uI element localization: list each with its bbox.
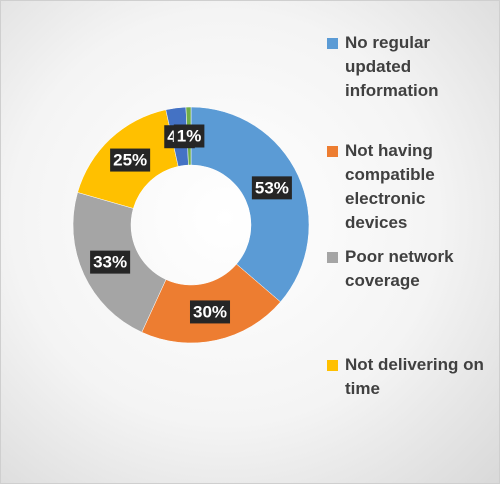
- label-box: [173, 124, 205, 148]
- legend-swatch: [327, 252, 338, 263]
- legend-item: Not having compatible electronic devices: [327, 139, 487, 235]
- legend-swatch: [327, 146, 338, 157]
- data-label: 33%: [90, 250, 131, 274]
- value-label: 30%: [193, 302, 227, 321]
- label-box: [189, 300, 231, 324]
- legend-text: Poor network coverage: [345, 247, 454, 290]
- legend-item: No regular updated information: [327, 31, 487, 103]
- value-label: 53%: [255, 178, 289, 197]
- label-box: [110, 148, 151, 172]
- slice: [190, 106, 310, 303]
- label-box: [251, 176, 292, 200]
- legend-item: Not delivering on time: [327, 353, 487, 401]
- legend-text: No regular updated information: [345, 33, 439, 100]
- data-label: 1%: [173, 124, 205, 148]
- data-label: 30%: [189, 300, 231, 324]
- data-label: 53%: [251, 176, 292, 200]
- legend-swatch: [327, 360, 338, 371]
- legend-swatch: [327, 38, 338, 49]
- legend-item: Poor network coverage: [327, 245, 487, 293]
- value-label: 25%: [113, 151, 147, 170]
- value-label: 1%: [177, 127, 202, 146]
- legend-text: Not having compatible electronic devices: [345, 141, 435, 232]
- label-box: [90, 250, 131, 274]
- value-label: 33%: [93, 253, 127, 272]
- legend-text: Not delivering on time: [345, 355, 484, 398]
- data-label: 25%: [110, 148, 151, 172]
